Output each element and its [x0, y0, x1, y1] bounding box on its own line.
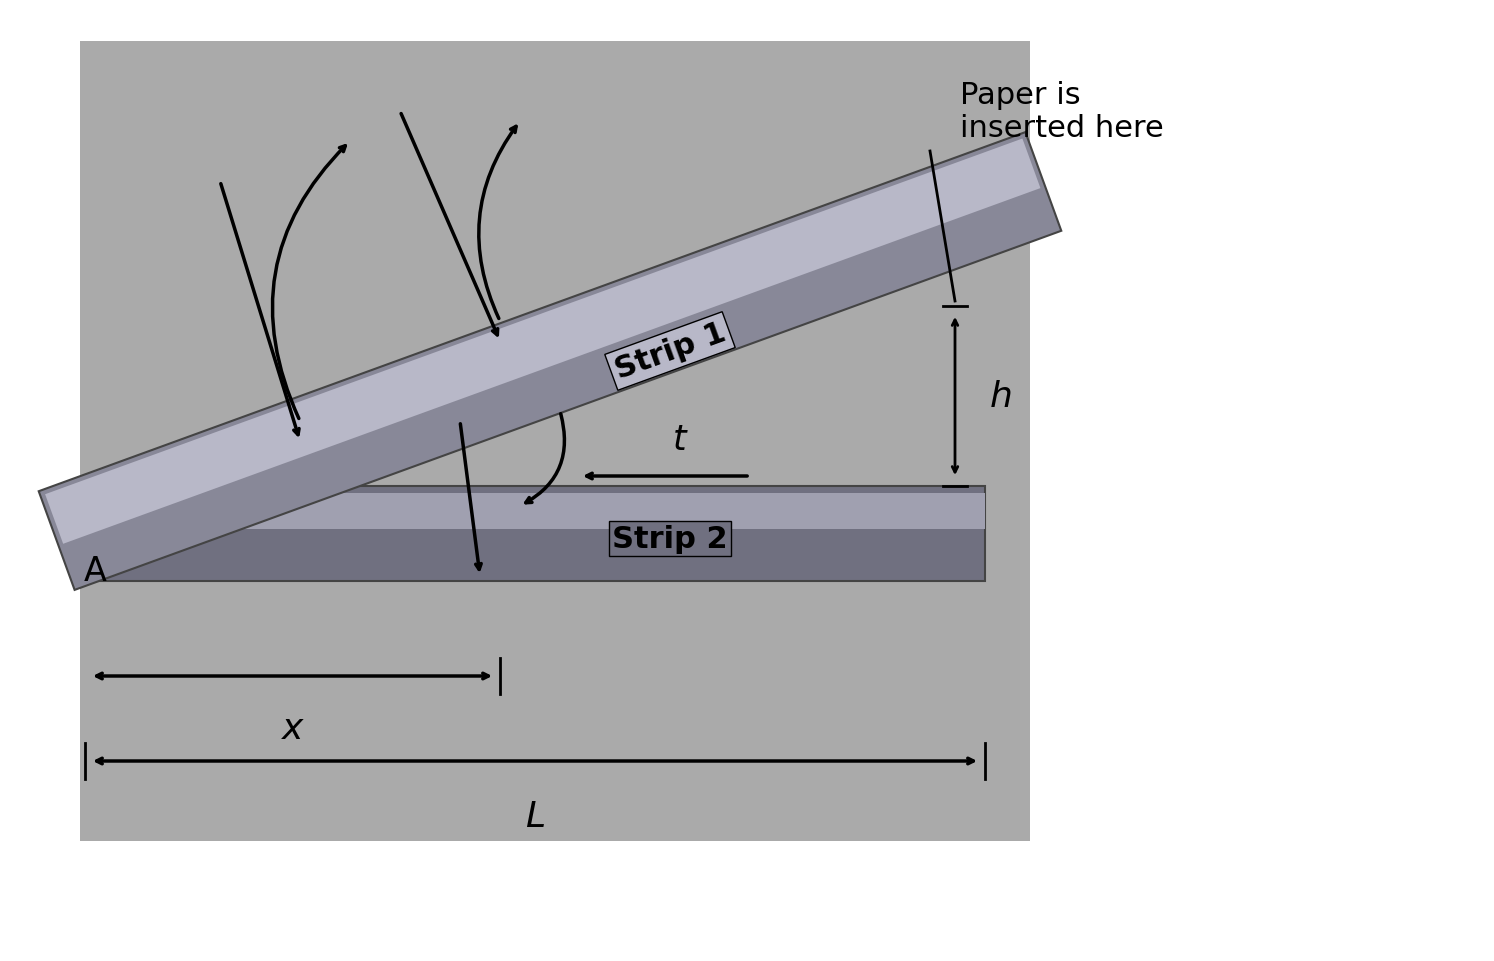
Text: Paper is
inserted here: Paper is inserted here	[961, 81, 1164, 143]
Text: A: A	[84, 554, 106, 588]
Text: x: x	[282, 711, 303, 745]
Text: Strip 2: Strip 2	[613, 524, 728, 554]
Text: h: h	[991, 380, 1013, 413]
Text: t: t	[674, 423, 687, 456]
Text: L: L	[524, 800, 545, 833]
FancyBboxPatch shape	[81, 42, 1029, 841]
FancyBboxPatch shape	[85, 493, 985, 530]
Polygon shape	[39, 133, 1061, 590]
Polygon shape	[45, 139, 1040, 544]
FancyBboxPatch shape	[750, 42, 1029, 242]
FancyBboxPatch shape	[85, 486, 985, 581]
Text: Strip 1: Strip 1	[611, 318, 729, 385]
